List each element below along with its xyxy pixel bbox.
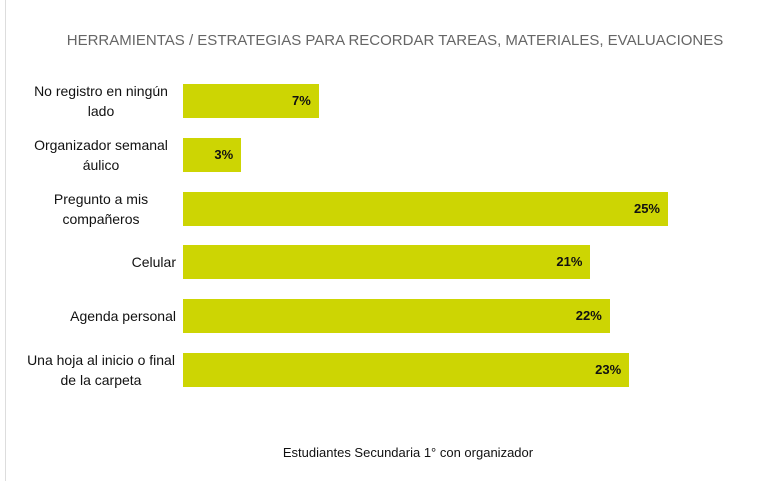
- bar: [183, 191, 668, 226]
- bar: [183, 299, 610, 334]
- bar: [183, 245, 591, 280]
- category-label: Una hoja al inicio o final de la carpeta: [10, 348, 176, 392]
- category-label: Celular: [10, 240, 176, 284]
- value-label: 7%: [292, 93, 311, 108]
- category-text: Organizador semanal áulico: [34, 136, 168, 173]
- category-text: Celular: [131, 254, 176, 271]
- value-label: 22%: [575, 308, 602, 324]
- frame-edge: [5, 0, 6, 481]
- bar: [183, 84, 319, 118]
- category-text: Agenda personal: [70, 308, 176, 325]
- value-label: 25%: [633, 200, 660, 216]
- category-text: Pregunto a mis compañeros: [53, 190, 149, 227]
- bar: [183, 353, 630, 387]
- value-label: 23%: [595, 362, 622, 377]
- category-text: No registro en ningún lado: [34, 83, 168, 119]
- chart-title: HERRAMIENTAS / ESTRATEGIAS PARA RECORDAR…: [66, 32, 724, 49]
- category-label: No registro en ningún lado: [10, 79, 176, 123]
- category-text: Una hoja al inicio o final de la carpeta: [27, 352, 175, 388]
- bar: [183, 137, 242, 172]
- category-label: Organizador semanal áulico: [10, 133, 176, 177]
- category-label: Agenda personal: [10, 294, 176, 338]
- category-label: Pregunto a mis compañeros: [10, 187, 176, 231]
- value-label: 21%: [556, 254, 583, 270]
- value-label: 3%: [214, 146, 234, 162]
- x-axis-label: Estudiantes Secundaria 1° con organizado…: [282, 445, 534, 460]
